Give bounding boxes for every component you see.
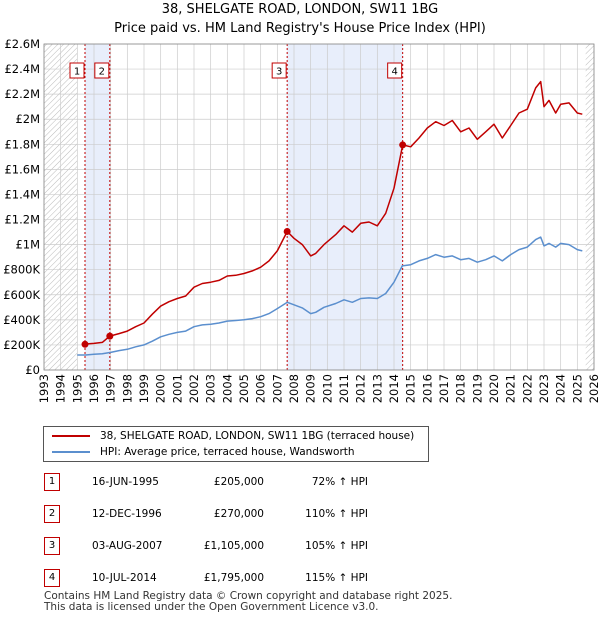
y-tick-label: £2.4M — [4, 62, 40, 76]
shaded-band-2 — [287, 44, 403, 370]
y-tick-label: £0 — [25, 363, 40, 377]
y-tick-label: £2.6M — [4, 37, 40, 51]
x-tick-label: 1993 — [37, 374, 51, 403]
shaded-band-1 — [85, 44, 110, 370]
x-tick-label: 2009 — [304, 374, 318, 403]
transaction-hpi: 105% ↑ HPI — [305, 540, 368, 552]
chart-legend: 38, SHELGATE ROAD, LONDON, SW11 1BG (ter… — [43, 426, 429, 462]
y-tick-label: £200K — [3, 338, 40, 352]
y-tick-label: £1.6M — [4, 162, 40, 176]
plot-frame — [43, 43, 595, 371]
y-tick-label: £2.2M — [4, 87, 40, 101]
x-tick-label: 2023 — [537, 374, 551, 403]
x-tick-label: 1999 — [137, 374, 151, 403]
footer-line-2: This data is licensed under the Open Gov… — [44, 601, 379, 613]
sale-badge-2 — [94, 62, 110, 79]
x-tick-label: 2006 — [254, 374, 268, 403]
chart-subtitle: Price paid vs. HM Land Registry's House … — [114, 21, 486, 36]
transaction-number: 2 — [44, 505, 60, 523]
transaction-price: £1,795,000 — [203, 572, 264, 584]
price-paid-line — [84, 80, 583, 346]
y-tick-label: £600K — [3, 288, 40, 302]
legend-label-property: 38, SHELGATE ROAD, LONDON, SW11 1BG (ter… — [100, 430, 415, 442]
y-tick-label: £1M — [15, 238, 40, 252]
transaction-number: 4 — [44, 569, 60, 587]
x-tick-label: 2003 — [204, 374, 218, 403]
transaction-hpi: 115% ↑ HPI — [305, 572, 368, 584]
sale-badge-label-4: 4 — [391, 67, 397, 78]
x-tick-label: 1996 — [87, 374, 101, 403]
x-tick-label: 2013 — [370, 374, 384, 403]
legend-swatch-blue — [52, 451, 90, 453]
sale-badge-4 — [387, 62, 403, 79]
transaction-price: £270,000 — [213, 508, 264, 520]
y-tick-label: £2M — [15, 112, 40, 126]
x-tick-label: 2018 — [454, 374, 468, 403]
sale-point-1 — [81, 340, 89, 348]
transaction-date: 03-AUG-2007 — [92, 540, 163, 552]
x-tick-label: 2022 — [520, 374, 534, 403]
x-tick-label: 2024 — [554, 374, 568, 403]
x-tick-label: 2020 — [487, 374, 501, 403]
sale-badge-label-1: 1 — [74, 67, 80, 78]
sale-badge-label-3: 3 — [276, 67, 282, 78]
y-tick-label: £400K — [3, 313, 40, 327]
x-tick-label: 2016 — [420, 374, 434, 403]
legend-item-hpi: HPI: Average price, terraced house, Wand… — [52, 445, 355, 459]
price-chart: 1 2 3 4 £0 £200K £400K £600K £800K £1M £1.2M £1.4M… — [3, 37, 600, 403]
transaction-price: £1,105,000 — [203, 540, 264, 552]
x-tick-label: 2001 — [170, 374, 184, 403]
x-tick-label: 2015 — [404, 374, 418, 403]
sale-point-3 — [283, 227, 291, 235]
sale-point-4 — [399, 141, 407, 149]
transaction-date: 16-JUN-1995 — [92, 476, 159, 488]
legend-item-property: 38, SHELGATE ROAD, LONDON, SW11 1BG (ter… — [52, 429, 414, 443]
x-tick-label: 2017 — [437, 374, 451, 403]
x-tick-label: 2021 — [504, 374, 518, 403]
transaction-hpi: 110% ↑ HPI — [305, 508, 368, 520]
transaction-date: 10-JUL-2014 — [92, 572, 157, 584]
x-tick-label: 2011 — [337, 374, 351, 403]
hatch-region-end — [585, 44, 594, 370]
x-tick-label: 2004 — [220, 374, 234, 403]
x-tick-label: 1997 — [104, 374, 118, 403]
footer-attribution: Contains HM Land Registry data © Crown c… — [44, 591, 452, 613]
x-tick-label: 2008 — [287, 374, 301, 403]
x-tick-label: 2012 — [354, 374, 368, 403]
y-tick-label: £1.2M — [4, 213, 40, 227]
legend-swatch-red — [52, 435, 90, 437]
transaction-price: £205,000 — [213, 476, 264, 488]
sale-point-2 — [106, 332, 114, 340]
x-tick-label: 1995 — [70, 374, 84, 403]
x-tick-label: 2026 — [587, 374, 600, 403]
x-tick-label: 2000 — [154, 374, 168, 403]
x-tick-label: 2025 — [570, 374, 584, 403]
footer-line-1: Contains HM Land Registry data © Crown c… — [44, 590, 453, 602]
hpi-line — [77, 236, 583, 356]
sale-badge-label-2: 2 — [99, 67, 105, 78]
x-tick-label: 2010 — [320, 374, 334, 403]
x-tick-label: 2005 — [237, 374, 251, 403]
sale-badge-1 — [69, 62, 85, 79]
sale-badge-3 — [271, 62, 287, 79]
transaction-number: 3 — [44, 537, 60, 555]
x-tick-label: 2014 — [387, 374, 401, 403]
chart-title: 38, SHELGATE ROAD, LONDON, SW11 1BG — [161, 2, 439, 17]
y-tick-label: £1.8M — [4, 137, 40, 151]
transaction-hpi: 72% ↑ HPI — [311, 476, 368, 488]
x-tick-label: 1998 — [120, 374, 134, 403]
transaction-date: 12-DEC-1996 — [92, 508, 162, 520]
y-tick-label: £800K — [3, 263, 40, 277]
x-tick-label: 2007 — [270, 374, 284, 403]
transaction-number: 1 — [44, 473, 60, 491]
x-tick-label: 1994 — [54, 374, 68, 403]
x-tick-label: 2019 — [470, 374, 484, 403]
legend-label-hpi: HPI: Average price, terraced house, Wand… — [100, 446, 355, 458]
x-tick-label: 2002 — [187, 374, 201, 403]
y-tick-label: £1.4M — [4, 187, 40, 201]
